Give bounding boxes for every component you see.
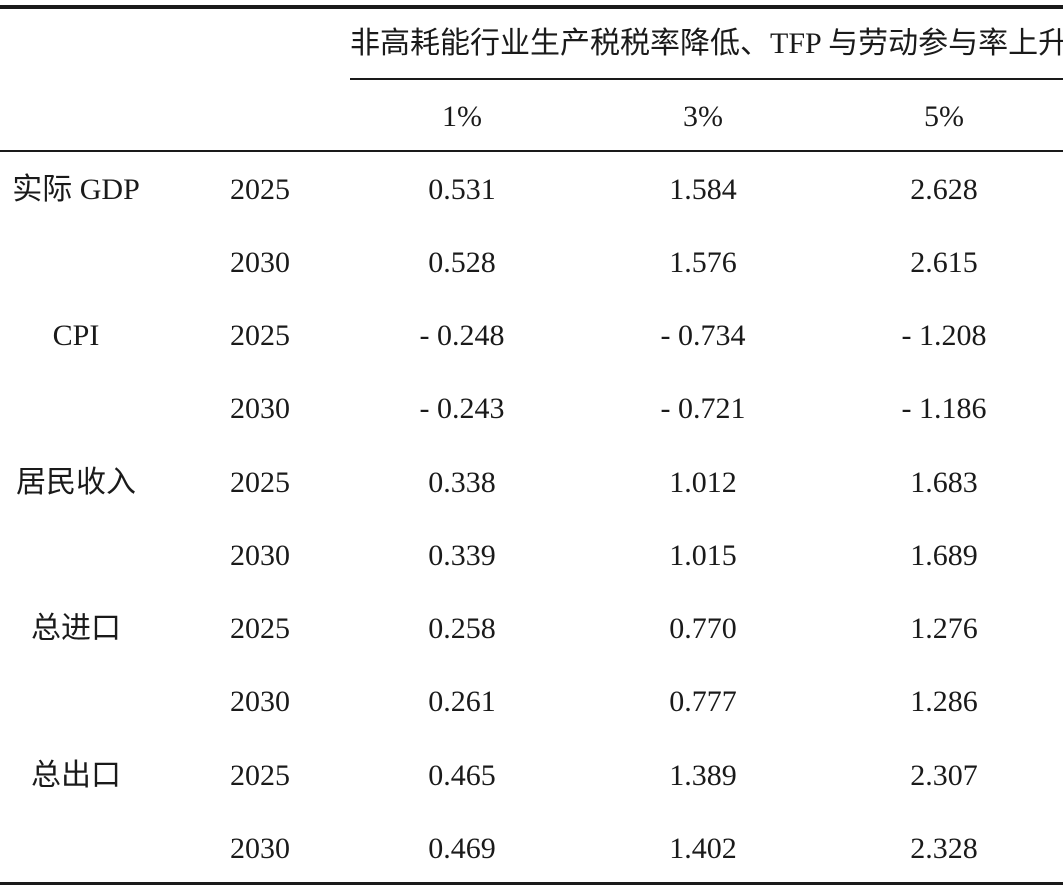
year-cell: 2030: [230, 685, 290, 718]
year-cell: 2025: [230, 466, 290, 499]
variable-label-household-income: 居民收入: [16, 466, 136, 499]
value-cell: - 0.248: [419, 319, 505, 352]
value-cell: 0.531: [428, 173, 496, 206]
group-header-text: 非高耗能行业生产税税率降低、TFP 与劳动参与率上升: [350, 27, 1063, 60]
bottom-rule: [0, 882, 1063, 885]
column-header-1pct: 1%: [442, 100, 482, 133]
value-cell: - 0.721: [660, 392, 746, 425]
variable-label-total-exports: 总出口: [31, 759, 121, 792]
value-cell: 2.307: [910, 759, 978, 792]
value-cell: - 1.186: [901, 392, 987, 425]
variable-label-total-imports: 总进口: [31, 612, 121, 645]
variable-label-real-gdp: 实际 GDP: [12, 173, 140, 206]
value-cell: 0.339: [428, 539, 496, 572]
year-cell: 2030: [230, 832, 290, 865]
value-cell: 0.469: [428, 832, 496, 865]
value-cell: 1.015: [669, 539, 737, 572]
value-cell: - 0.734: [660, 319, 746, 352]
variable-label-cpi: CPI: [52, 319, 100, 352]
value-cell: 0.261: [428, 685, 496, 718]
value-cell: 2.628: [910, 173, 978, 206]
year-cell: 2025: [230, 612, 290, 645]
value-cell: 1.576: [669, 246, 737, 279]
value-cell: 0.338: [428, 466, 496, 499]
year-cell: 2030: [230, 246, 290, 279]
value-cell: - 0.243: [419, 392, 505, 425]
value-cell: 0.258: [428, 612, 496, 645]
value-cell: 1.286: [910, 685, 978, 718]
column-header-3pct: 3%: [683, 100, 723, 133]
year-cell: 2030: [230, 392, 290, 425]
value-cell: - 1.208: [901, 319, 987, 352]
group-header-underline: [350, 78, 1063, 80]
value-cell: 0.465: [428, 759, 496, 792]
value-cell: 1.402: [669, 832, 737, 865]
header-rule: [0, 150, 1063, 152]
value-cell: 1.689: [910, 539, 978, 572]
value-cell: 1.276: [910, 612, 978, 645]
value-cell: 2.615: [910, 246, 978, 279]
year-cell: 2025: [230, 759, 290, 792]
value-cell: 0.770: [669, 612, 737, 645]
value-cell: 1.012: [669, 466, 737, 499]
column-header-5pct: 5%: [924, 100, 964, 133]
top-rule: [0, 5, 1063, 9]
value-cell: 0.528: [428, 246, 496, 279]
value-cell: 0.777: [669, 685, 737, 718]
value-cell: 1.584: [669, 173, 737, 206]
year-cell: 2030: [230, 539, 290, 572]
value-cell: 1.683: [910, 466, 978, 499]
year-cell: 2025: [230, 319, 290, 352]
value-cell: 2.328: [910, 832, 978, 865]
year-cell: 2025: [230, 173, 290, 206]
value-cell: 1.389: [669, 759, 737, 792]
